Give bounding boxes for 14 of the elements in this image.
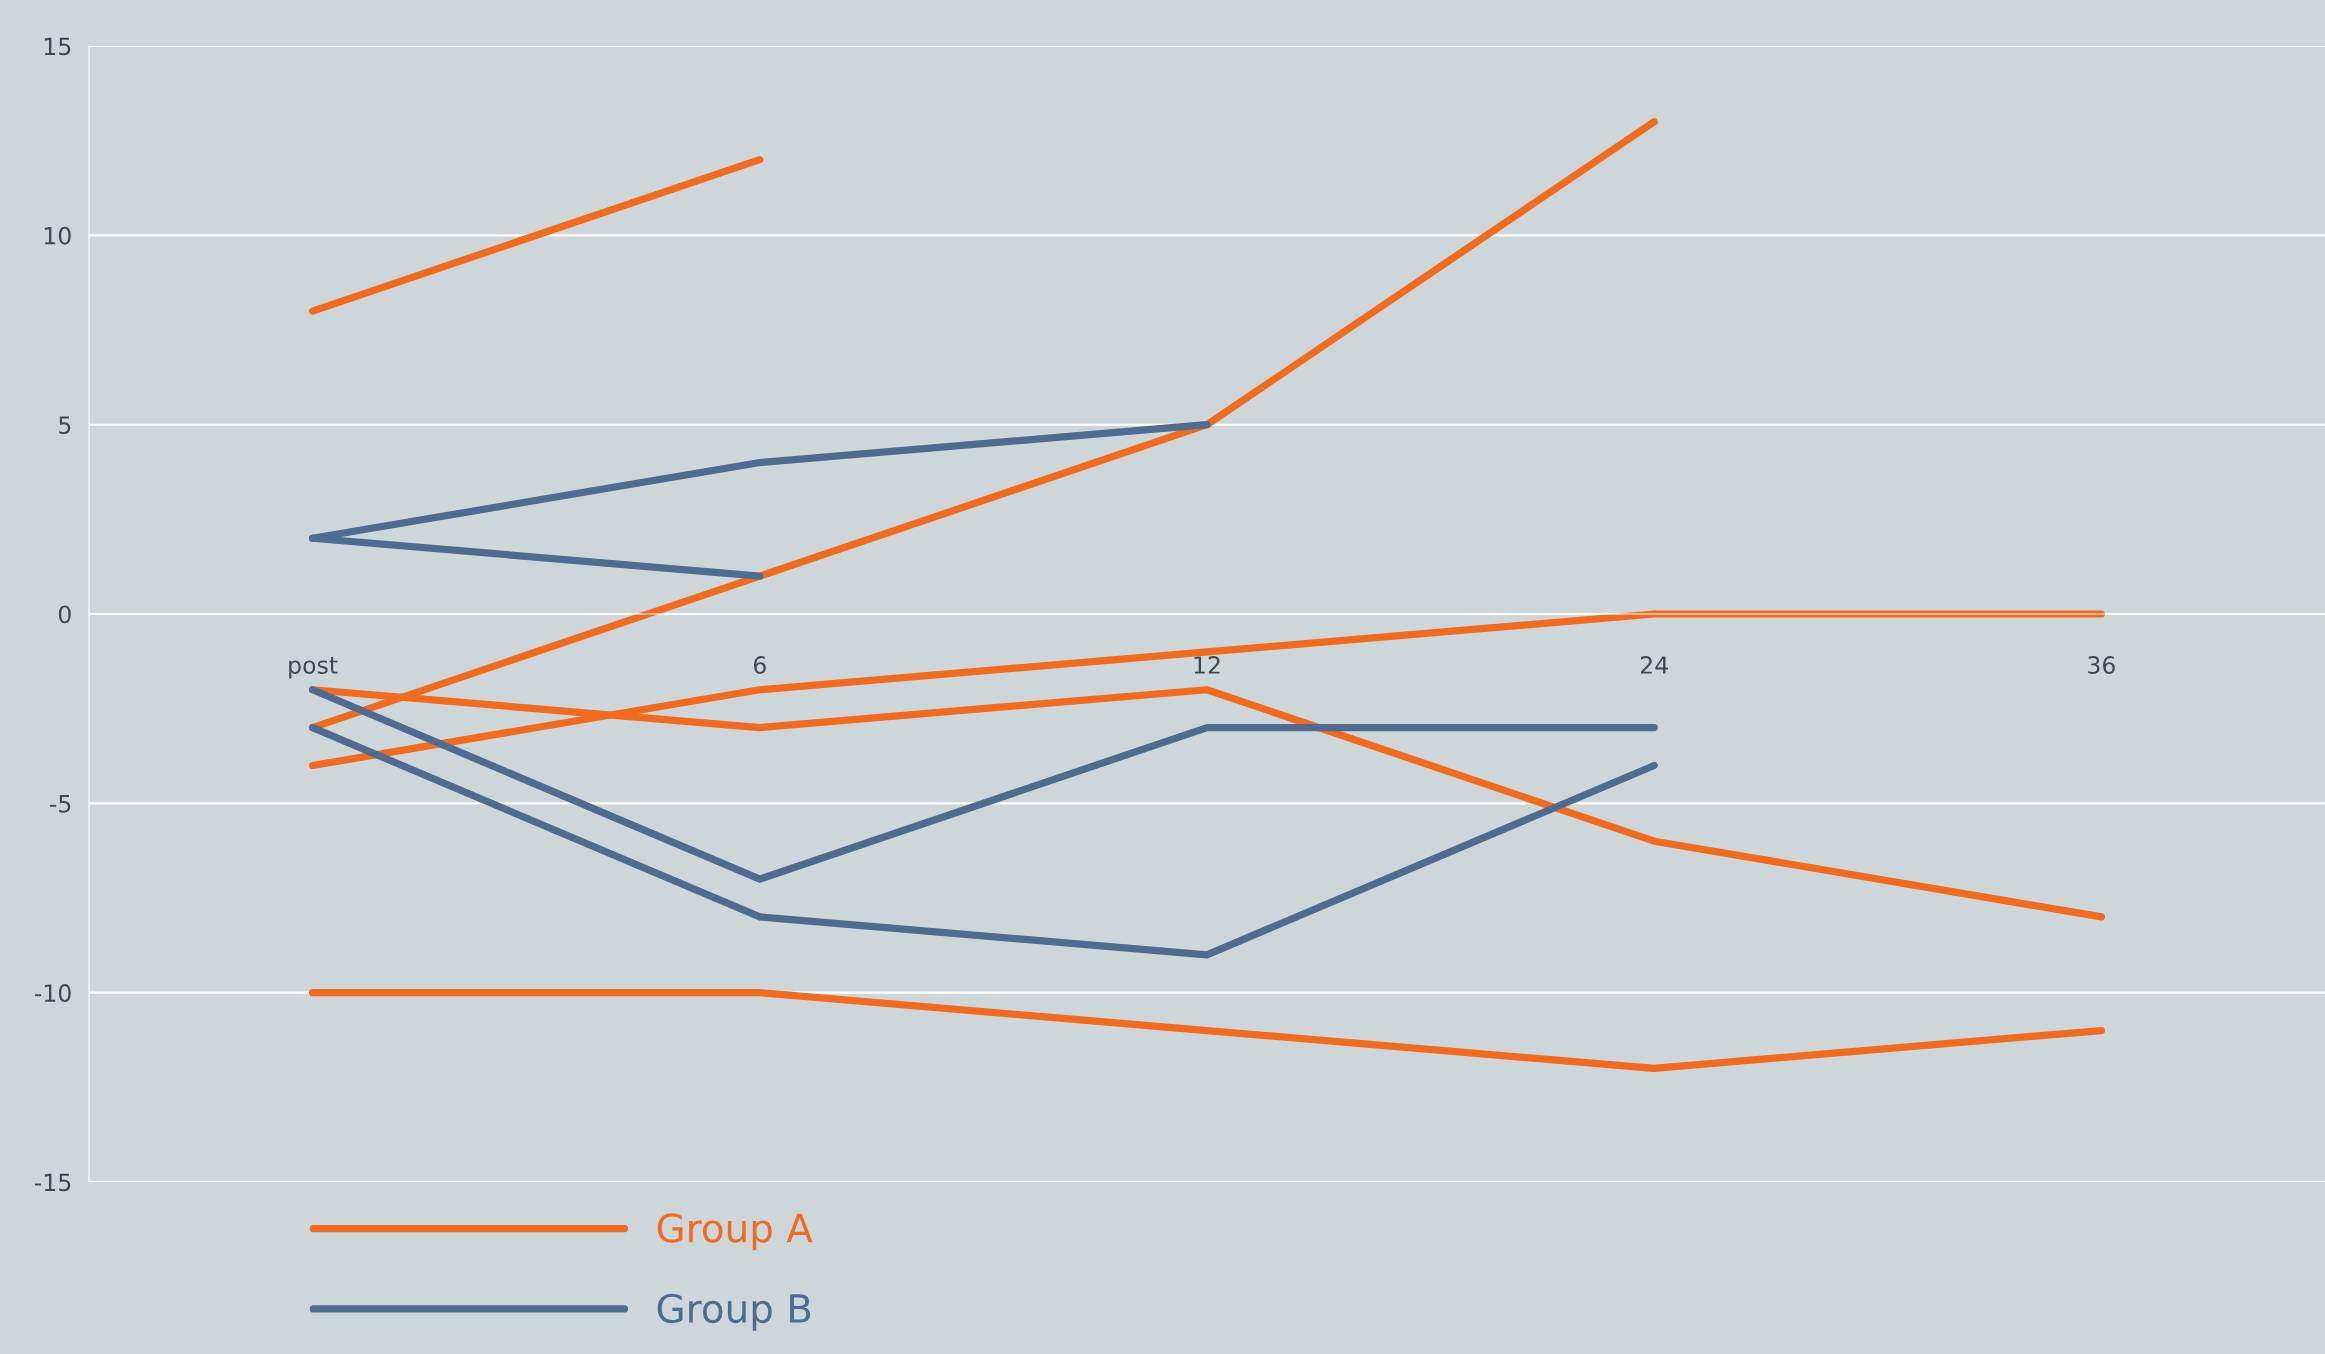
x-tick-label: 24 [1640,656,1668,674]
x-tick-label: 36 [2088,656,2115,674]
y-tick-label: 10 [44,226,71,245]
y-tick-label: -5 [49,795,71,813]
y-tick-label: 0 [58,605,71,624]
x-tick-label: 12 [1194,656,1220,674]
text: Group A [657,1213,813,1251]
y-tick-label: -15 [34,1173,71,1192]
y-tick-label: -10 [34,984,71,1002]
y-tick-label: 5 [59,416,71,434]
x-tick-label: post [289,657,338,679]
y-tick-label: 15 [44,37,71,56]
text: Group B [657,1293,811,1331]
x-tick-label: 6 [753,656,766,674]
